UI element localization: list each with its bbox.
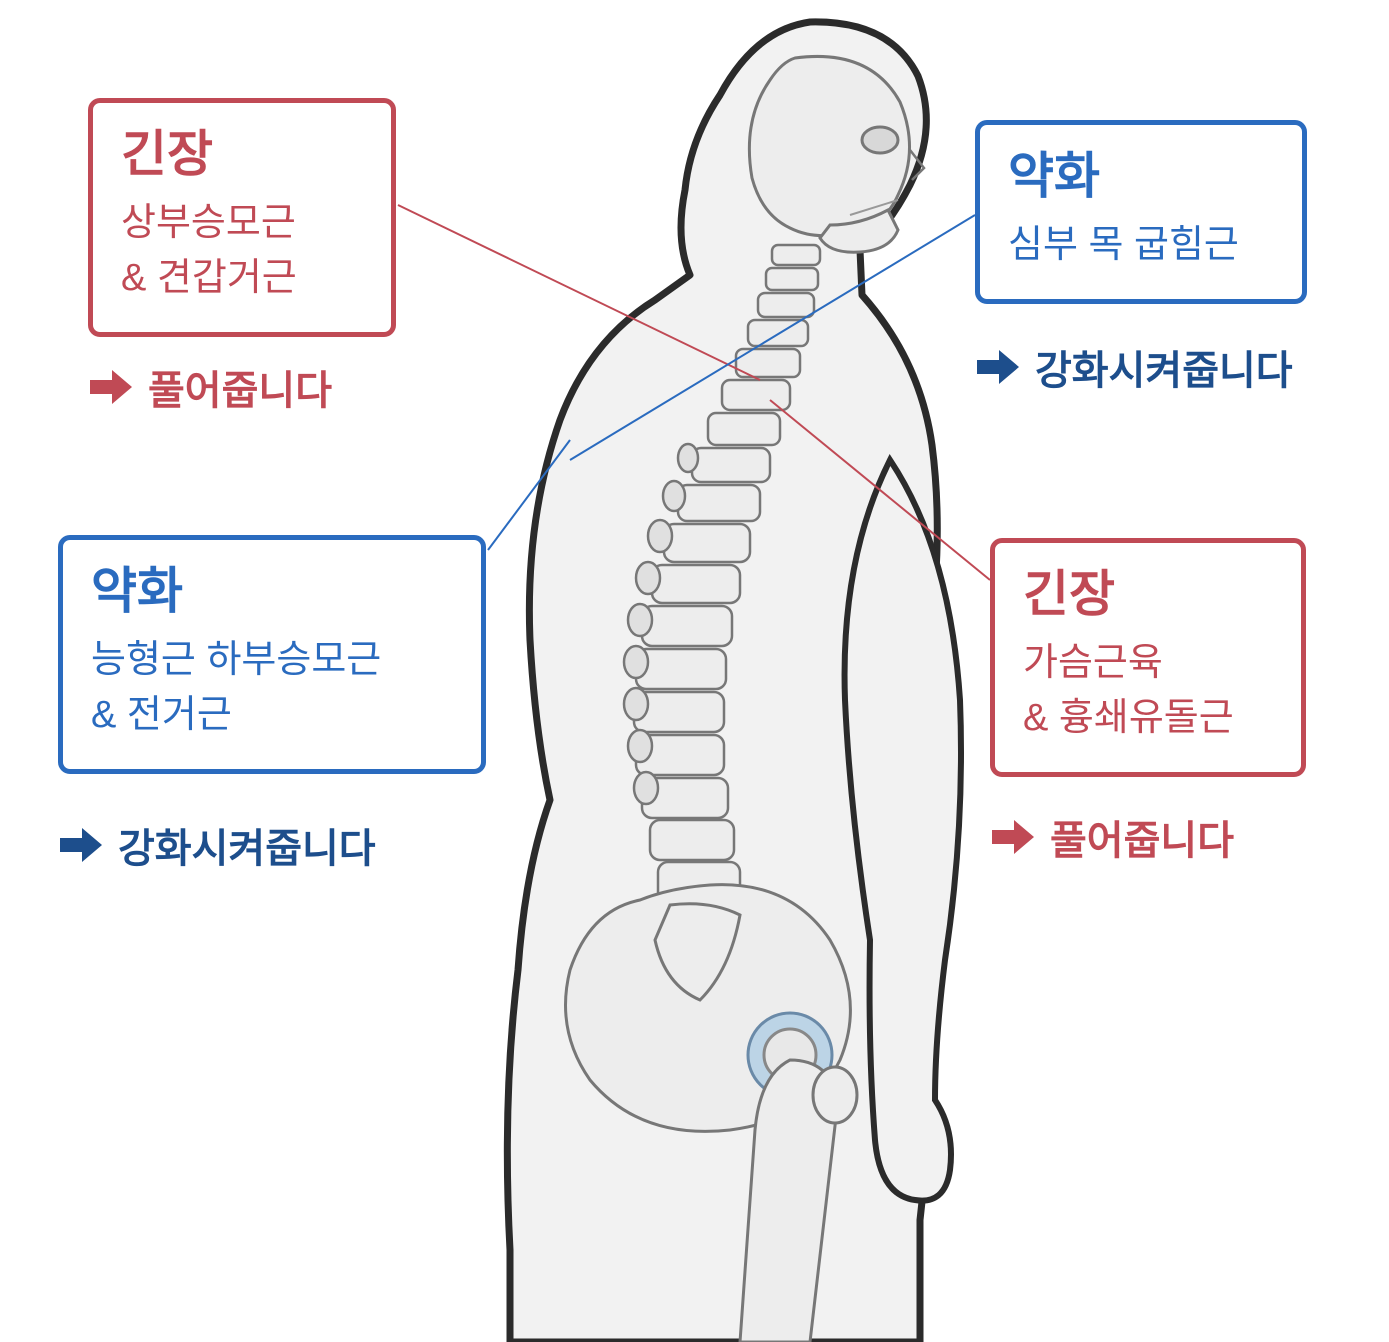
action-row-br: 풀어줍니다	[990, 808, 1234, 866]
connector-tr	[570, 215, 975, 460]
label-title: 긴장	[121, 127, 363, 182]
connector-tl	[398, 205, 760, 380]
label-body: 심부 목 굽힘근	[1008, 218, 1274, 273]
action-row-tr: 강화시켜줍니다	[975, 338, 1293, 396]
label-title: 긴장	[1023, 567, 1273, 622]
action-text: 강화시켜줍니다	[1035, 338, 1293, 396]
action-row-bl: 강화시켜줍니다	[58, 816, 376, 874]
arrow-right-icon	[58, 826, 104, 864]
diagram-canvas: 긴장 상부승모근 & 견갑거근 풀어줍니다 약화 심부 목 굽힘근 강화시켜줍니…	[0, 0, 1389, 1342]
label-body: 상부승모근 & 견갑거근	[121, 196, 363, 306]
label-box-tension-chest: 긴장 가슴근육 & 흉쇄유돌근	[990, 538, 1306, 777]
label-box-tension-upper-back: 긴장 상부승모근 & 견갑거근	[88, 98, 396, 337]
label-title: 약화	[91, 564, 453, 619]
label-body: 가슴근육 & 흉쇄유돌근	[1023, 636, 1273, 746]
label-title: 약화	[1008, 149, 1274, 204]
action-text: 풀어줍니다	[1050, 808, 1234, 866]
action-text: 풀어줍니다	[148, 358, 332, 416]
label-box-weak-deep-neck: 약화 심부 목 굽힘근	[975, 120, 1307, 304]
label-body: 능형근 하부승모근 & 전거근	[91, 633, 453, 743]
arrow-right-icon	[975, 348, 1021, 386]
connector-bl	[488, 440, 570, 550]
label-box-weak-rhomboid: 약화 능형근 하부승모근 & 전거근	[58, 535, 486, 774]
connector-br	[770, 400, 990, 580]
arrow-right-icon	[990, 818, 1036, 856]
action-text: 강화시켜줍니다	[118, 816, 376, 874]
action-row-tl: 풀어줍니다	[88, 358, 332, 416]
arrow-right-icon	[88, 368, 134, 406]
